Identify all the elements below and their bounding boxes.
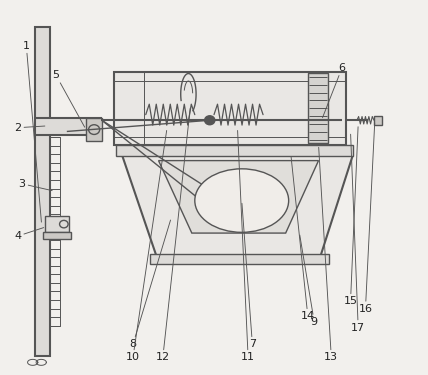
Bar bbox=[50, 137, 60, 326]
Text: 7: 7 bbox=[242, 203, 256, 350]
Text: 13: 13 bbox=[319, 147, 338, 363]
Text: 5: 5 bbox=[53, 70, 85, 127]
Text: 15: 15 bbox=[344, 127, 358, 306]
Polygon shape bbox=[122, 156, 353, 262]
Text: 3: 3 bbox=[18, 179, 52, 190]
Bar bbox=[35, 118, 101, 135]
Text: 8: 8 bbox=[129, 220, 170, 350]
Bar bbox=[114, 72, 346, 144]
Bar bbox=[45, 216, 69, 232]
Text: 10: 10 bbox=[126, 130, 166, 363]
Bar bbox=[35, 27, 50, 356]
Text: 14: 14 bbox=[291, 157, 315, 321]
Bar bbox=[116, 144, 353, 156]
Text: 11: 11 bbox=[238, 130, 255, 363]
Text: 9: 9 bbox=[300, 235, 318, 327]
Text: 1: 1 bbox=[23, 40, 42, 222]
Text: 17: 17 bbox=[351, 134, 365, 333]
Text: 12: 12 bbox=[156, 108, 190, 363]
Text: 16: 16 bbox=[358, 123, 374, 314]
Text: 4: 4 bbox=[14, 228, 44, 241]
Polygon shape bbox=[158, 160, 318, 233]
Text: 2: 2 bbox=[14, 123, 45, 133]
Bar bbox=[308, 73, 328, 143]
Bar bbox=[150, 254, 329, 264]
Circle shape bbox=[205, 116, 215, 125]
Bar bbox=[86, 118, 102, 141]
Ellipse shape bbox=[195, 169, 288, 232]
Bar bbox=[43, 232, 71, 239]
Text: 6: 6 bbox=[323, 63, 345, 118]
Bar bbox=[374, 116, 382, 125]
